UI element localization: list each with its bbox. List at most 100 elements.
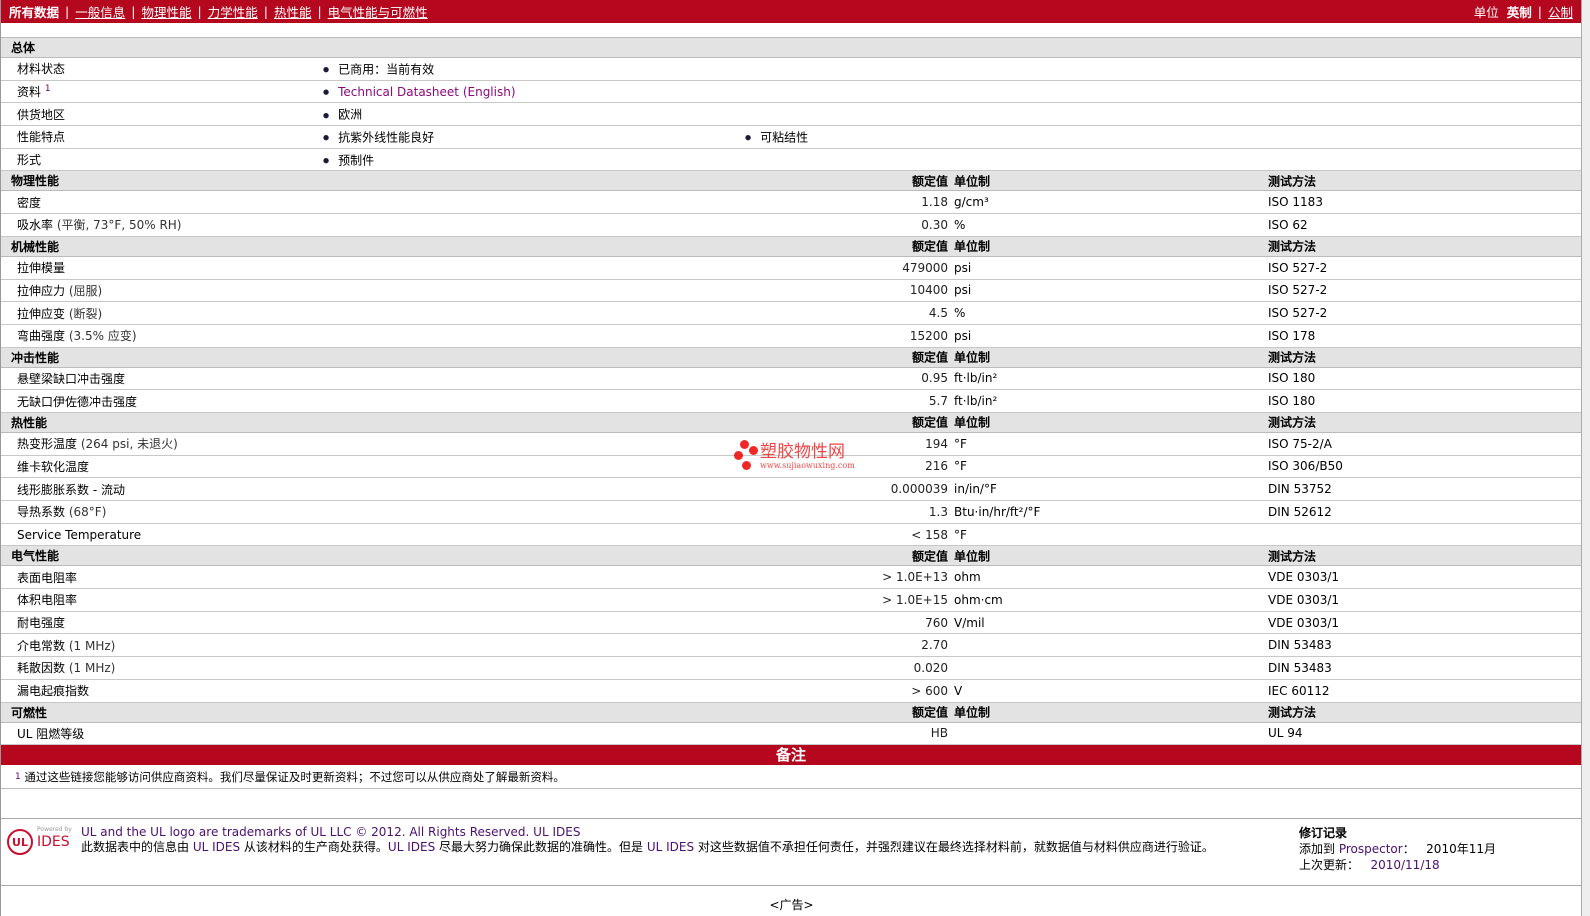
unit-english: 英制 xyxy=(1506,5,1532,20)
table-row: 拉伸应力 (屈服) 10400 psi ISO 527-2 xyxy=(1,280,1581,303)
tab-electrical-flammability[interactable]: 电气性能与可燃性 xyxy=(327,5,428,20)
label-text: UL 阻燃等级 xyxy=(17,726,85,741)
row-label: 体积电阻率 xyxy=(1,591,77,608)
table-row: 吸水率 (平衡, 73°F, 50% RH) 0.30% ISO 62 xyxy=(1,214,1581,237)
table-row: 线形膨胀系数 - 流动 0.000039 in/in/°F DIN 53752 xyxy=(1,478,1581,501)
test-method: ISO 527-2 xyxy=(1268,306,1328,321)
row-label: 资料 1 xyxy=(1,83,51,100)
section-title: 机械性能 xyxy=(11,239,60,254)
label-text: 拉伸应变 xyxy=(17,306,66,321)
test-method: ISO 75-2/A xyxy=(1268,436,1332,451)
unit: °F xyxy=(954,436,967,451)
test-method: ISO 306/B50 xyxy=(1268,459,1343,474)
unit: psi xyxy=(954,328,972,343)
test-method: DIN 52612 xyxy=(1268,504,1332,519)
general-row: 形式 预制件 xyxy=(1,149,1581,172)
label-text: 耐电强度 xyxy=(17,616,66,631)
nominal-value: 0.020 xyxy=(913,660,948,675)
nominal-value: 0.95 xyxy=(921,371,948,386)
label-text: 维卡软化温度 xyxy=(17,459,90,474)
footer: UL Powered by IDES UL and the UL logo are… xyxy=(1,818,1582,886)
section-header: 可燃性 额定值 单位制 测试方法 xyxy=(1,702,1581,723)
label-condition: (264 psi, 未退火) xyxy=(80,437,178,452)
section-title: 热性能 xyxy=(11,415,48,430)
section-title: 可燃性 xyxy=(11,705,48,720)
label-text: 无缺口伊佐德冲击强度 xyxy=(17,394,138,409)
table-row: 导热系数 (68°F) 1.3 Btu·in/hr/ft²/°F DIN 52612 xyxy=(1,501,1581,524)
nominal-value: > 1.0E+13 xyxy=(882,570,948,585)
watermark-logo: 塑胶物性网 www.sujiaowuxing.com xyxy=(734,440,855,472)
unit: ohm xyxy=(954,570,981,585)
nominal-value: 760 xyxy=(925,615,948,630)
label-text: 供货地区 xyxy=(17,107,66,122)
table-row: 热变形温度 (264 psi, 未退火) 194 °F ISO 75-2/A xyxy=(1,433,1581,456)
table-row: 拉伸应变 (断裂) 4.5% ISO 527-2 xyxy=(1,302,1581,325)
test-method: ISO 62 xyxy=(1268,217,1308,232)
section-title: 物理性能 xyxy=(11,174,60,189)
row-label: 形式 xyxy=(1,151,41,168)
row-label: 维卡软化温度 xyxy=(1,458,89,475)
unit: g/cm³ xyxy=(954,195,989,210)
bullet-item: 预制件 xyxy=(323,151,374,168)
nominal-value: 15200 xyxy=(909,328,948,343)
general-row: 性能特点 抗紫外线性能良好 可粘结性 xyxy=(1,126,1581,149)
row-label: 热变形温度 (264 psi, 未退火) xyxy=(1,435,178,452)
tab-all-data[interactable]: 所有数据 xyxy=(9,5,60,20)
row-label: 耗散因数 (1 MHz) xyxy=(1,659,115,676)
label-condition: (屈服) xyxy=(68,283,103,298)
value-column-header: 额定值 xyxy=(911,705,948,720)
test-method: ISO 1183 xyxy=(1268,195,1323,210)
general-row: 材料状态 已商用：当前有效 xyxy=(1,58,1581,81)
nominal-value: 1.3 xyxy=(928,504,948,519)
row-label: 导热系数 (68°F) xyxy=(1,503,106,520)
tab-thermal[interactable]: 热性能 xyxy=(273,5,312,20)
ad-label: <广告> xyxy=(769,898,814,912)
row-label: 拉伸模量 xyxy=(1,259,65,276)
label-condition: (3.5% 应变) xyxy=(68,329,137,344)
table-row: UL 阻燃等级 HB UL 94 xyxy=(1,723,1581,746)
nominal-value: 0.000039 xyxy=(890,482,948,497)
label-condition: (1 MHz) xyxy=(68,638,116,653)
label-text: 线形膨胀系数 - 流动 xyxy=(17,482,125,497)
tab-general-info[interactable]: 一般信息 xyxy=(75,5,126,20)
unit: Btu·in/hr/ft²/°F xyxy=(954,504,1041,519)
test-method: ISO 527-2 xyxy=(1268,260,1328,275)
table-row: 体积电阻率 > 1.0E+15 ohm·cm VDE 0303/1 xyxy=(1,589,1581,612)
prospector-link[interactable]: Prospector xyxy=(1338,842,1403,856)
label-text: 热变形温度 xyxy=(17,437,78,452)
tab-physical[interactable]: 物理性能 xyxy=(141,5,192,20)
label-text: 性能特点 xyxy=(17,130,66,145)
datasheet-link[interactable]: Technical Datasheet (English) xyxy=(323,85,515,99)
table-row: 漏电起痕指数 > 600 V IEC 60112 xyxy=(1,680,1581,703)
unit: ft·lb/in² xyxy=(954,394,998,409)
label-text: 形式 xyxy=(17,153,42,168)
label-condition: (1 MHz) xyxy=(68,661,116,676)
row-label: 无缺口伊佐德冲击强度 xyxy=(1,393,137,410)
section-header: 电气性能 额定值 单位制 测试方法 xyxy=(1,546,1581,567)
table-row: 介电常数 (1 MHz) 2.70 DIN 53483 xyxy=(1,634,1581,658)
table-row: 弯曲强度 (3.5% 应变) 15200 psi ISO 178 xyxy=(1,325,1581,348)
nominal-value: 10400 xyxy=(909,283,948,298)
tab-mechanical[interactable]: 力学性能 xyxy=(207,5,258,20)
row-label: 悬壁梁缺口冲击强度 xyxy=(1,370,125,387)
label-text: 漏电起痕指数 xyxy=(17,684,90,699)
row-label: 漏电起痕指数 xyxy=(1,682,89,699)
unit: V xyxy=(954,683,963,698)
value-column-header: 额定值 xyxy=(911,174,948,189)
unit: % xyxy=(954,306,966,321)
nominal-value: HB xyxy=(930,726,948,741)
vertical-scrollbar[interactable] xyxy=(1581,0,1590,916)
method-column-header: 测试方法 xyxy=(1268,549,1317,564)
value-column-header: 额定值 xyxy=(911,239,948,254)
unit-column-header: 单位制 xyxy=(954,705,991,720)
test-method: DIN 53752 xyxy=(1268,482,1332,497)
table-row: 拉伸模量 479000 psi ISO 527-2 xyxy=(1,257,1581,280)
unit-metric-link[interactable]: 公制 xyxy=(1547,5,1573,20)
test-method: ISO 527-2 xyxy=(1268,283,1328,298)
label-text: 吸水率 xyxy=(17,218,54,233)
table-row: 维卡软化温度 216 °F ISO 306/B50 xyxy=(1,456,1581,479)
bullet-item: 欧洲 xyxy=(323,106,362,123)
row-label: 介电常数 (1 MHz) xyxy=(1,637,115,654)
added-date: 2010年11月 xyxy=(1426,842,1496,856)
